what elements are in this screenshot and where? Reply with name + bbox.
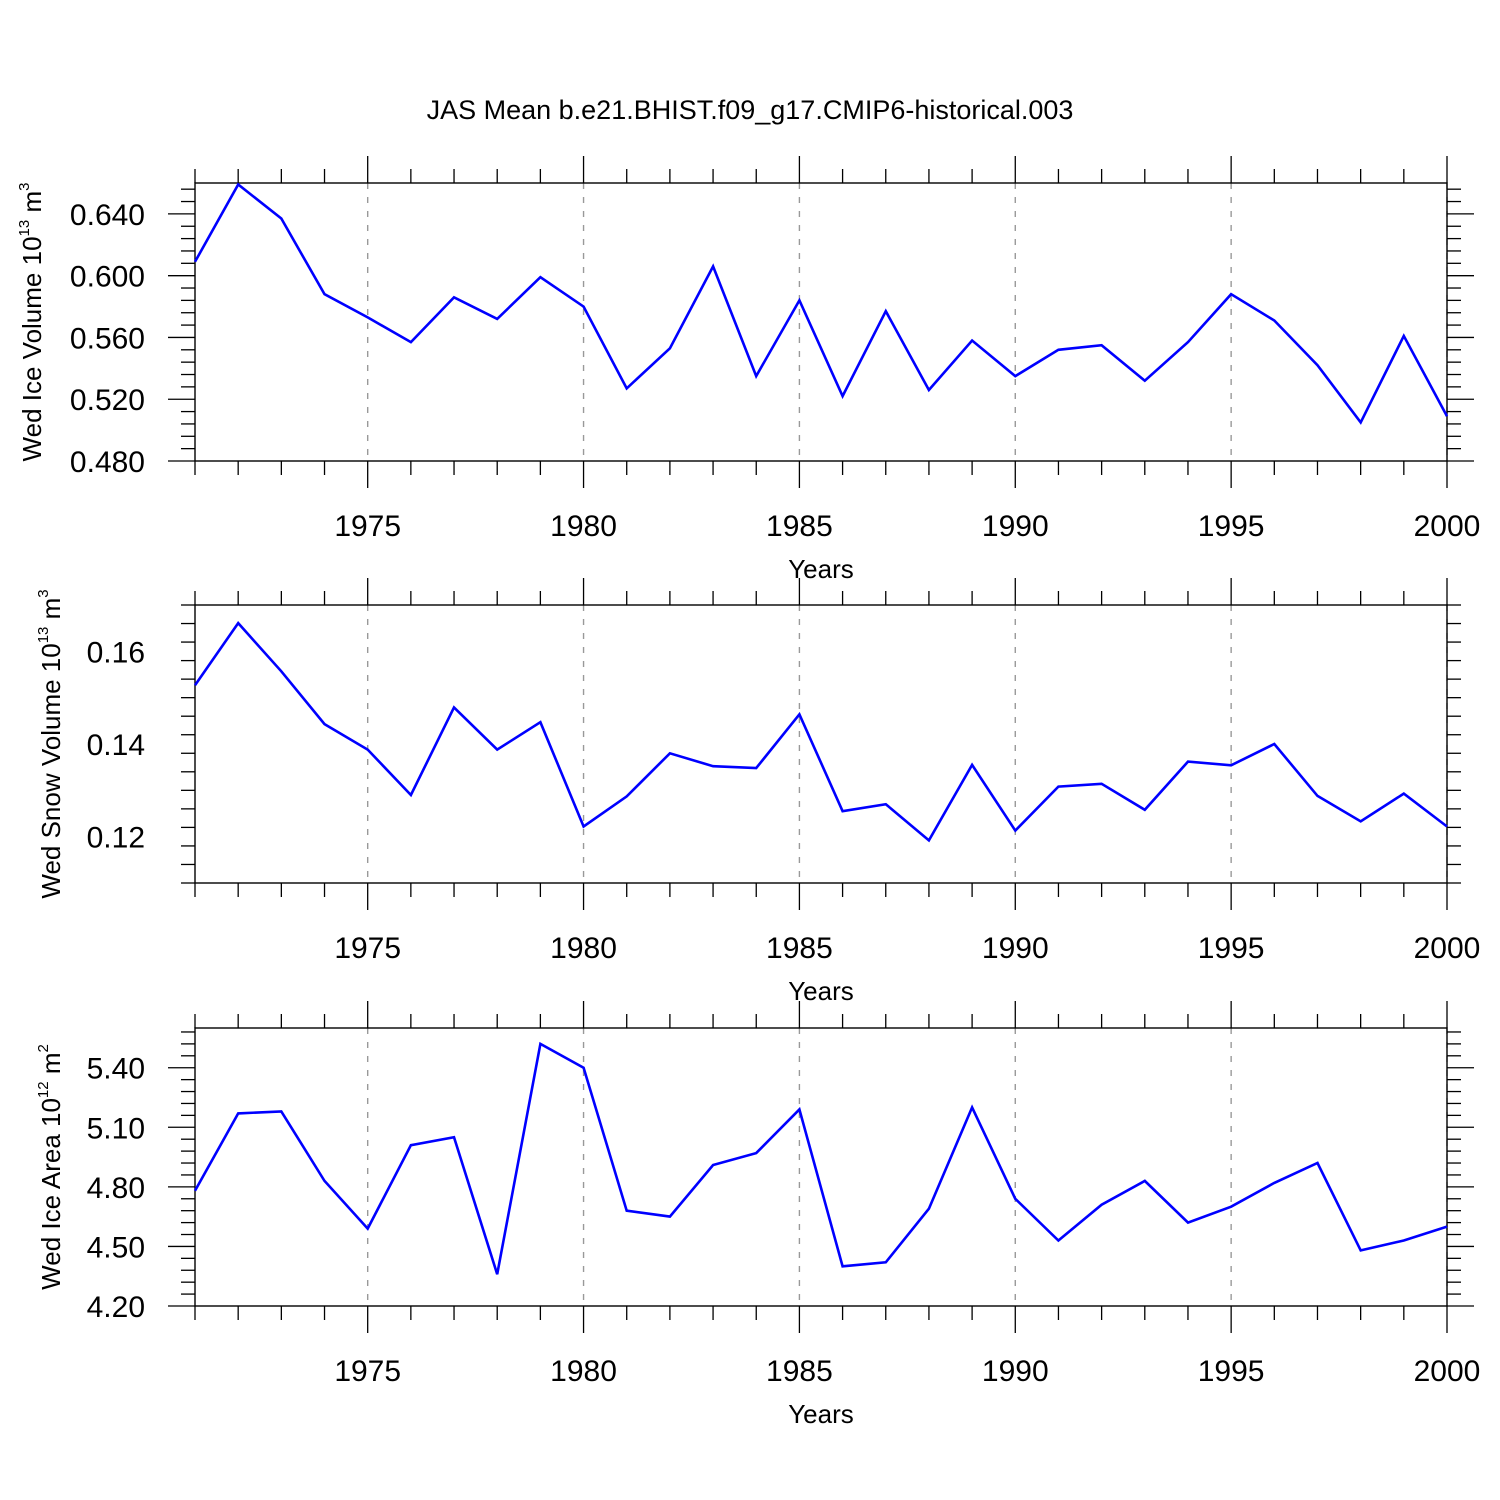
y-axis-label-unit-exponent: 2 bbox=[35, 1044, 52, 1052]
plot-frame bbox=[194, 182, 1448, 462]
x-tick-label: 1995 bbox=[1198, 510, 1265, 543]
x-tick-label: 1980 bbox=[550, 932, 617, 965]
series-line-wed-ice-volume bbox=[193, 182, 1449, 425]
plot-frame bbox=[194, 604, 1448, 884]
x-tick-label: 1995 bbox=[1198, 932, 1265, 965]
x-tick-label: 2000 bbox=[1414, 510, 1481, 543]
y-axis-label: Wed Ice Volume 1013 m3 bbox=[16, 183, 47, 462]
y-axis-label-exponent: 13 bbox=[16, 220, 33, 237]
chart-title: JAS Mean b.e21.BHIST.f09_g17.CMIP6-histo… bbox=[427, 95, 1074, 125]
x-tick-label: 1985 bbox=[766, 510, 833, 543]
plot-frame bbox=[194, 1027, 1448, 1307]
y-tick-label: 0.480 bbox=[70, 446, 145, 479]
y-tick-label: 0.600 bbox=[70, 261, 145, 294]
y-axis-label-exponent: 13 bbox=[35, 627, 52, 644]
x-tick-label: 1975 bbox=[334, 510, 401, 543]
x-tick-label: 1980 bbox=[550, 1355, 617, 1388]
y-tick-label: 5.40 bbox=[87, 1053, 145, 1086]
panel-2: 1975 1980 1985 1990 1995 2000 Years 0.12 0.14 0.1… bbox=[35, 578, 1480, 1006]
y-axis-label: Wed Ice Area 1012 m2 bbox=[35, 1044, 66, 1290]
x-tick-label: 1975 bbox=[334, 932, 401, 965]
x-tick-label: 1995 bbox=[1198, 1355, 1265, 1388]
y-tick-label: 0.520 bbox=[70, 384, 145, 417]
y-axis-label-unit-exponent: 3 bbox=[16, 183, 33, 191]
x-tick-label: 1985 bbox=[766, 932, 833, 965]
x-tick-label: 1985 bbox=[766, 1355, 833, 1388]
x-tick-label: 1990 bbox=[982, 510, 1049, 543]
y-tick-label: 4.50 bbox=[87, 1231, 145, 1264]
y-axis-label-unit: m bbox=[17, 191, 47, 220]
y-axis-label: Wed Snow Volume 1013 m3 bbox=[35, 589, 66, 898]
y-axis-label-text: Wed Ice Volume 10 bbox=[17, 236, 47, 461]
x-tick-label: 1990 bbox=[982, 1355, 1049, 1388]
series-line-wed-snow-volume bbox=[193, 621, 1448, 843]
y-tick-label: 4.80 bbox=[87, 1172, 145, 1205]
y-axis-label-unit-exponent: 3 bbox=[35, 589, 52, 597]
y-axis-label-unit: m bbox=[36, 598, 66, 627]
x-axis-label: Years bbox=[788, 1399, 854, 1429]
y-tick-label: 0.12 bbox=[87, 822, 145, 855]
y-axis-label-text: Wed Snow Volume 10 bbox=[36, 643, 66, 898]
panel-3: 1975 1980 1985 1990 1995 2000 Years 4.20 4.50 4.8… bbox=[35, 1001, 1480, 1429]
series-line-wed-ice-area bbox=[193, 1041, 1448, 1275]
y-axis-label-unit: m bbox=[36, 1053, 66, 1082]
y-tick-label: 0.16 bbox=[87, 636, 145, 669]
y-axis-label-exponent: 12 bbox=[35, 1081, 52, 1098]
x-tick-label: 1980 bbox=[550, 510, 617, 543]
panel-1: 1975 1980 1985 1990 1995 2000 Years 0.480 0.520 0… bbox=[16, 156, 1480, 584]
panels: 1975 1980 1985 1990 1995 2000 Years 0.480 0.520 0… bbox=[16, 156, 1480, 1429]
y-tick-label: 5.10 bbox=[87, 1112, 145, 1145]
x-tick-label: 2000 bbox=[1414, 1355, 1481, 1388]
y-tick-label: 0.640 bbox=[70, 199, 145, 232]
y-axis-label-text: Wed Ice Area 10 bbox=[36, 1098, 66, 1290]
x-axis-label: Years bbox=[788, 554, 854, 584]
y-tick-label: 0.560 bbox=[70, 322, 145, 355]
y-tick-label: 4.20 bbox=[87, 1291, 145, 1324]
y-tick-label: 0.14 bbox=[87, 729, 145, 762]
x-tick-label: 2000 bbox=[1414, 932, 1481, 965]
x-axis-label: Years bbox=[788, 976, 854, 1006]
x-tick-label: 1990 bbox=[982, 932, 1049, 965]
x-tick-label: 1975 bbox=[334, 1355, 401, 1388]
